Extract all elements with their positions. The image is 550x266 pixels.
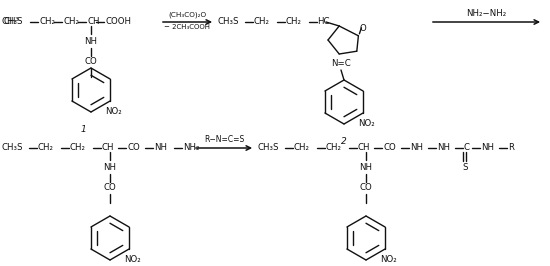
Text: NH: NH bbox=[410, 143, 423, 152]
Text: HC: HC bbox=[317, 18, 329, 27]
Text: NO₂: NO₂ bbox=[380, 256, 397, 264]
Text: CH₂: CH₂ bbox=[70, 143, 86, 152]
Text: CH₃S: CH₃S bbox=[218, 18, 239, 27]
Text: CH₂: CH₂ bbox=[254, 18, 270, 27]
Text: NO₂: NO₂ bbox=[105, 107, 122, 117]
Text: C: C bbox=[464, 143, 470, 152]
Text: CO: CO bbox=[383, 143, 396, 152]
Text: CO: CO bbox=[103, 184, 117, 193]
Text: CH₃S: CH₃S bbox=[2, 18, 24, 27]
Text: NH: NH bbox=[85, 36, 97, 45]
Text: NH: NH bbox=[360, 163, 372, 172]
Text: COOH: COOH bbox=[105, 18, 131, 27]
Text: CH₃S: CH₃S bbox=[258, 143, 279, 152]
Text: R−N=C=S: R−N=C=S bbox=[204, 135, 244, 144]
Text: NH₂−NH₂: NH₂−NH₂ bbox=[466, 10, 507, 19]
Text: CH: CH bbox=[101, 143, 113, 152]
Text: 1: 1 bbox=[80, 126, 86, 135]
Text: NH: NH bbox=[481, 143, 494, 152]
Text: NO₂: NO₂ bbox=[358, 119, 375, 128]
Text: 2: 2 bbox=[341, 138, 347, 147]
Text: CH₂: CH₂ bbox=[39, 18, 55, 27]
Text: CO: CO bbox=[127, 143, 140, 152]
Text: CH₂: CH₂ bbox=[63, 18, 79, 27]
Text: (CH₃CO)₂O: (CH₃CO)₂O bbox=[168, 12, 207, 18]
Text: NO₂: NO₂ bbox=[124, 256, 141, 264]
Text: CH₂: CH₂ bbox=[294, 143, 310, 152]
Text: N=C: N=C bbox=[331, 59, 351, 68]
Text: CO: CO bbox=[85, 57, 97, 66]
Text: CH: CH bbox=[3, 18, 15, 27]
Text: CH₂: CH₂ bbox=[38, 143, 54, 152]
Text: CO: CO bbox=[360, 184, 372, 193]
Text: CH₃S: CH₃S bbox=[2, 143, 24, 152]
Text: CH: CH bbox=[357, 143, 370, 152]
Text: − 2CH₃COOH: − 2CH₃COOH bbox=[164, 24, 211, 30]
Text: CH: CH bbox=[87, 18, 100, 27]
Text: S: S bbox=[462, 164, 468, 172]
Text: CH₂: CH₂ bbox=[326, 143, 342, 152]
Text: NH: NH bbox=[437, 143, 450, 152]
Text: R: R bbox=[508, 143, 514, 152]
Text: O: O bbox=[359, 24, 366, 33]
Text: CH₂: CH₂ bbox=[286, 18, 302, 27]
Text: NH₂: NH₂ bbox=[183, 143, 200, 152]
Text: NH: NH bbox=[154, 143, 167, 152]
Text: NH: NH bbox=[103, 163, 117, 172]
Text: 3: 3 bbox=[15, 17, 19, 22]
